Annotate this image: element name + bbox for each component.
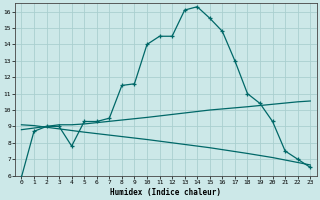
X-axis label: Humidex (Indice chaleur): Humidex (Indice chaleur) [110,188,221,197]
